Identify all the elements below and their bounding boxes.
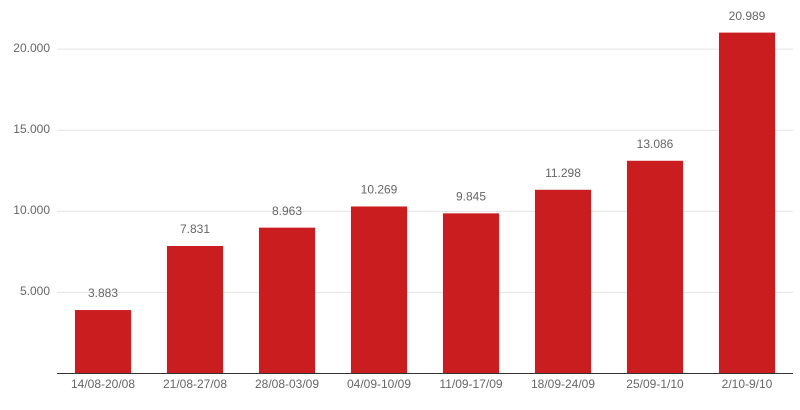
bar <box>718 32 776 374</box>
y-tick-label: 10.000 <box>13 203 50 217</box>
bar <box>74 310 132 373</box>
y-tick-label: 15.000 <box>13 122 50 136</box>
bar <box>442 213 500 373</box>
x-tick-label: 25/09-1/10 <box>626 377 684 391</box>
bar <box>534 189 592 373</box>
value-label: 8.963 <box>272 204 302 218</box>
y-tick-label: 20.000 <box>13 41 50 55</box>
x-tick-label: 04/09-10/09 <box>347 377 411 391</box>
value-label: 11.298 <box>545 166 581 180</box>
bar <box>166 246 224 373</box>
x-tick-label: 28/08-03/09 <box>255 377 319 391</box>
x-tick-label: 21/08-27/08 <box>163 377 227 391</box>
value-label: 13.086 <box>637 137 674 151</box>
value-label: 20.989 <box>729 9 766 23</box>
x-tick-label: 2/10-9/10 <box>722 377 773 391</box>
x-tick-label: 11/09-17/09 <box>439 377 502 391</box>
bar <box>350 206 408 373</box>
bar <box>626 160 684 373</box>
value-label: 7.831 <box>180 222 210 236</box>
value-label: 3.883 <box>88 286 118 300</box>
x-tick-label: 18/09-24/09 <box>531 377 595 391</box>
bar <box>258 227 316 373</box>
y-tick-label: 5.000 <box>20 284 50 298</box>
value-label: 10.269 <box>361 183 398 197</box>
x-tick-label: 14/08-20/08 <box>71 377 135 391</box>
value-label: 9.845 <box>456 190 486 204</box>
